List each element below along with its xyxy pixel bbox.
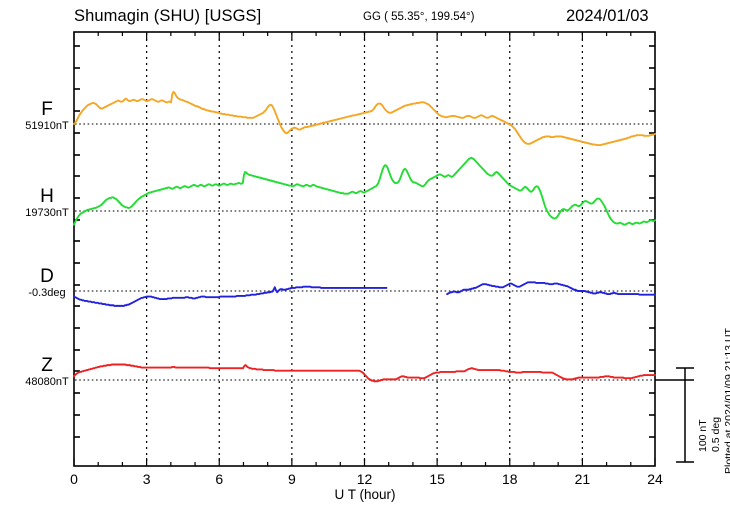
component-label-f: F 51910nT xyxy=(12,100,82,133)
trace-d xyxy=(446,281,656,296)
x-tick-label: 18 xyxy=(502,471,518,487)
trace-z xyxy=(73,363,656,383)
observation-date: 2024/01/03 xyxy=(566,7,649,25)
component-baseline-f: 51910nT xyxy=(25,120,69,132)
x-axis-title: U T (hour) xyxy=(334,487,396,502)
component-symbol-d: D xyxy=(40,266,54,287)
component-symbol-z: Z xyxy=(41,355,53,376)
scale-bar-caption: 100 nT 0.5 deg xyxy=(697,417,722,452)
station-title: Shumagin (SHU) [USGS] xyxy=(74,7,262,25)
component-label-d: D -0.3deg xyxy=(12,267,82,300)
x-tick-label: 3 xyxy=(143,471,151,487)
x-tick-label: 12 xyxy=(357,471,373,487)
component-label-z: Z 48080nT xyxy=(12,356,82,389)
plotted-timestamp: Plotted at 2024/01/09 21:13 UT xyxy=(723,328,730,474)
component-baseline-h: 19730nT xyxy=(25,207,69,219)
x-tick-label: 6 xyxy=(215,471,223,487)
trace-h xyxy=(73,156,656,226)
x-tick-label: 15 xyxy=(429,471,445,487)
geographic-coordinates: GG ( 55.35°, 199.54°) xyxy=(363,11,475,23)
component-symbol-f: F xyxy=(41,99,53,120)
scale-bar-deg: 0.5 deg xyxy=(709,416,722,452)
trace-f xyxy=(73,90,656,147)
x-tick-label: 9 xyxy=(288,471,296,487)
trace-d xyxy=(73,285,388,307)
component-baseline-d: -0.3deg xyxy=(28,287,66,299)
x-tick-label: 24 xyxy=(647,471,663,487)
component-baseline-z: 48080nT xyxy=(25,376,69,388)
scale-bar-nt: 100 nT xyxy=(697,419,709,452)
component-label-h: H 19730nT xyxy=(12,187,82,220)
x-tick-label: 21 xyxy=(575,471,591,487)
x-tick-label: 0 xyxy=(70,471,78,487)
component-symbol-h: H xyxy=(40,186,54,207)
